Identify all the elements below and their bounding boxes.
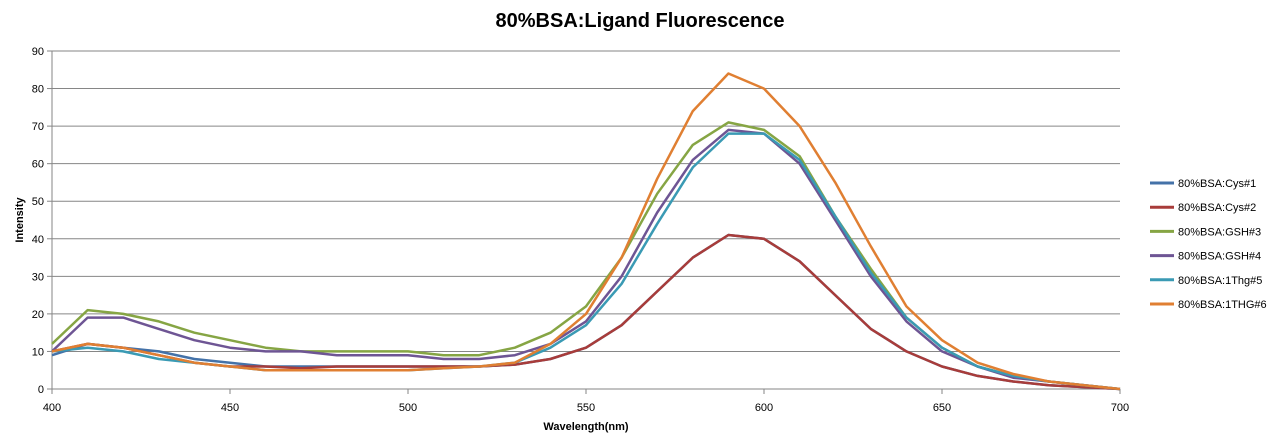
y-tick-label: 30: [32, 271, 44, 283]
legend-label: 80%BSA:1THG#6: [1178, 299, 1267, 311]
y-tick-label: 0: [38, 384, 44, 396]
x-tick-label: 600: [755, 402, 773, 414]
y-tick-label: 70: [32, 121, 44, 133]
y-tick-label: 50: [32, 196, 44, 208]
y-tick-label: 20: [32, 309, 44, 321]
legend-label: 80%BSA:GSH#4: [1178, 251, 1261, 263]
legend-label: 80%BSA:Cys#1: [1178, 178, 1256, 190]
series-line-6: [51, 72, 1121, 391]
y-tick-label: 60: [32, 159, 44, 171]
legend-label: 80%BSA:GSH#3: [1178, 226, 1261, 238]
y-tick-label: 80: [32, 84, 44, 96]
legend: 80%BSA:Cys#1 80%BSA:Cys#2 80%BSA:GSH#3 80%B…: [1150, 178, 1267, 311]
chart-title: 80%BSA:Ligand Fluorescence: [496, 10, 785, 32]
x-axis-title: Wavelength(nm): [543, 421, 628, 433]
legend-label: 80%BSA:1Thg#5: [1178, 275, 1262, 287]
y-axis-title: Intensity: [14, 197, 26, 243]
x-tick-label: 500: [399, 402, 417, 414]
legend-label: 80%BSA:Cys#2: [1178, 202, 1256, 214]
x-tick-label: 550: [577, 402, 595, 414]
y-tick-label: 90: [32, 46, 44, 58]
y-tick-label: 40: [32, 234, 44, 246]
x-tick-label: 650: [933, 402, 951, 414]
series-line-4: [51, 128, 1121, 391]
x-tick-label: 450: [221, 402, 239, 414]
x-tick-label: 400: [43, 402, 61, 414]
x-tick-label: 700: [1111, 402, 1129, 414]
y-tick-label: 10: [32, 346, 44, 358]
